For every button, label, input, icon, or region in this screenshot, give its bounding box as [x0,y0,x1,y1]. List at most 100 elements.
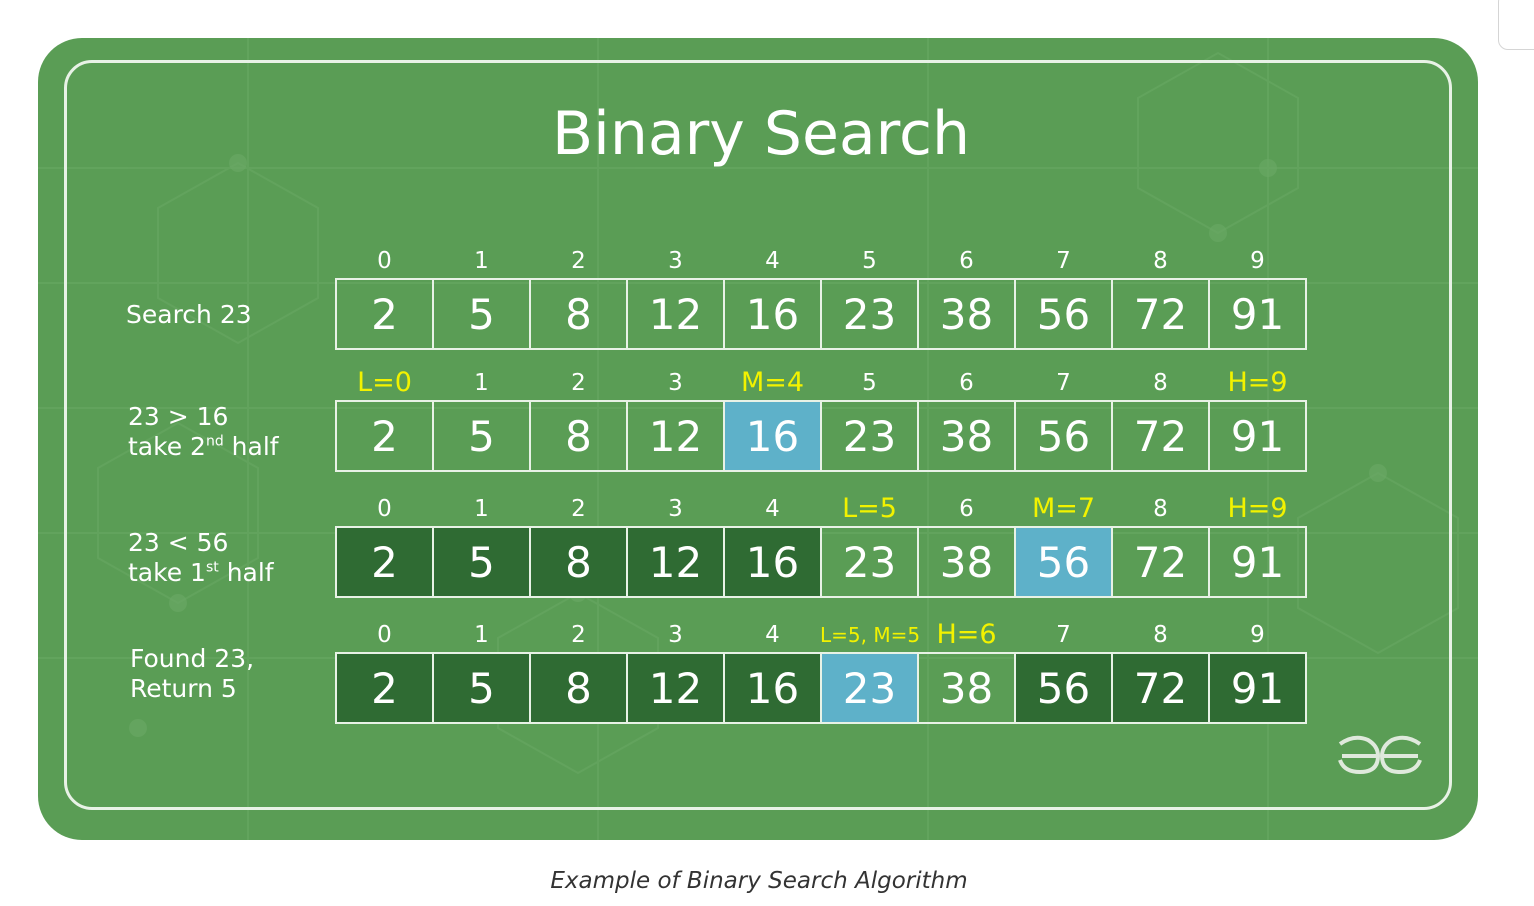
step-2-label-half: half [223,432,279,461]
index-label: 3 [668,622,683,648]
array-cell: 38 [917,278,1016,350]
array-cell: 2 [335,652,434,724]
array-cell: 38 [917,526,1016,598]
index-label: 7 [1056,370,1071,396]
step-1-array: 2 5 8 12 16 23 38 56 72 91 [335,278,1325,350]
index-label: 5 [862,248,877,274]
index-label: 2 [571,622,586,648]
array-cell: 23 [820,526,919,598]
step-2-array: 2 5 8 12 16 23 38 56 72 91 [335,400,1325,472]
array-cell: 12 [626,278,725,350]
array-cell: 91 [1208,400,1307,472]
index-label: H=9 [1227,367,1288,398]
index-label: 0 [377,622,392,648]
array-cell: 72 [1111,526,1210,598]
array-cell: 12 [626,400,725,472]
index-label: 3 [668,248,683,274]
step-2-label-line-2: take 2nd half [128,432,279,462]
step-2-indices: L=0 1 2 3 M=4 5 6 7 8 H=9 [335,368,1325,398]
geeksforgeeks-logo-icon [1338,735,1422,775]
array-cell: 91 [1208,278,1307,350]
step-2-label-line-1: 23 > 16 [128,402,229,431]
array-cell: 8 [529,526,628,598]
array-cell: 12 [626,526,725,598]
index-label: 1 [474,496,489,522]
step-2-label-take: take 2 [128,432,206,461]
index-label: L=5, M=5 [820,623,921,647]
array-cell: 56 [1014,278,1113,350]
array-cell: 56 [1014,526,1113,598]
figure-caption: Example of Binary Search Algorithm [550,868,968,894]
index-label: 3 [668,370,683,396]
step-3-label: 23 < 56 take 1st half [128,528,274,588]
array-cell: 8 [529,278,628,350]
index-label: 2 [571,496,586,522]
array-cell: 16 [723,278,822,350]
index-label: 4 [765,496,780,522]
array-cell: 56 [1014,400,1113,472]
index-label: 5 [862,370,877,396]
index-label: 6 [959,370,974,396]
index-label: 7 [1056,622,1071,648]
array-cell: 12 [626,652,725,724]
index-label: M=7 [1031,493,1096,524]
index-label: 8 [1153,370,1168,396]
array-cell: 38 [917,400,1016,472]
index-label: 6 [959,248,974,274]
index-label: 9 [1250,622,1265,648]
array-cell: 16 [723,526,822,598]
step-3-label-half: half [218,558,274,587]
array-cell: 91 [1208,652,1307,724]
index-label: 4 [765,622,780,648]
array-cell: 23 [820,278,919,350]
array-cell: 2 [335,400,434,472]
index-label: 1 [474,248,489,274]
step-4-label: Found 23, Return 5 [130,644,254,704]
array-cell: 72 [1111,278,1210,350]
step-2-label: 23 > 16 take 2nd half [128,402,279,462]
index-label: 0 [377,496,392,522]
array-cell: 2 [335,526,434,598]
array-cell: 72 [1111,652,1210,724]
index-label: 0 [377,248,392,274]
array-cell: 23 [820,400,919,472]
step-4-label-line-1: Found 23, [130,644,255,673]
step-3-label-take: take 1 [128,558,206,587]
array-cell: 8 [529,400,628,472]
step-1-indices: 0 1 2 3 4 5 6 7 8 9 [335,246,1325,276]
index-label: H=6 [936,619,997,650]
array-cell: 16 [723,400,822,472]
index-label: 1 [474,370,489,396]
index-label: 1 [474,622,489,648]
index-label: 7 [1056,248,1071,274]
array-cell: 5 [432,526,531,598]
step-4-label-line-2: Return 5 [130,674,237,703]
index-label: 6 [959,496,974,522]
step-3-indices: 0 1 2 3 4 L=5 6 M=7 8 H=9 [335,494,1325,524]
array-cell: 56 [1014,652,1113,724]
index-label: 2 [571,248,586,274]
index-label: 3 [668,496,683,522]
array-cell: 5 [432,652,531,724]
inner-border [64,60,1452,810]
diagram-title: Binary Search [551,99,970,169]
index-label: M=4 [740,367,805,398]
step-3-label-line-2: take 1st half [128,558,274,588]
index-label: 4 [765,248,780,274]
step-1-label-text: Search 23 [126,300,252,329]
index-label: 2 [571,370,586,396]
step-2-label-sup: nd [205,433,224,450]
corner-frame [1498,0,1534,50]
index-label: 8 [1153,248,1168,274]
array-cell: 23 [820,652,919,724]
index-label: L=0 [357,367,412,398]
index-label: 8 [1153,622,1168,648]
array-cell: 91 [1208,526,1307,598]
index-label: H=9 [1227,493,1288,524]
array-cell: 8 [529,652,628,724]
array-cell: 72 [1111,400,1210,472]
step-4-indices: 0 1 2 3 4 L=5, M=5 H=6 7 8 9 [335,620,1325,650]
array-cell: 5 [432,400,531,472]
index-label: 8 [1153,496,1168,522]
